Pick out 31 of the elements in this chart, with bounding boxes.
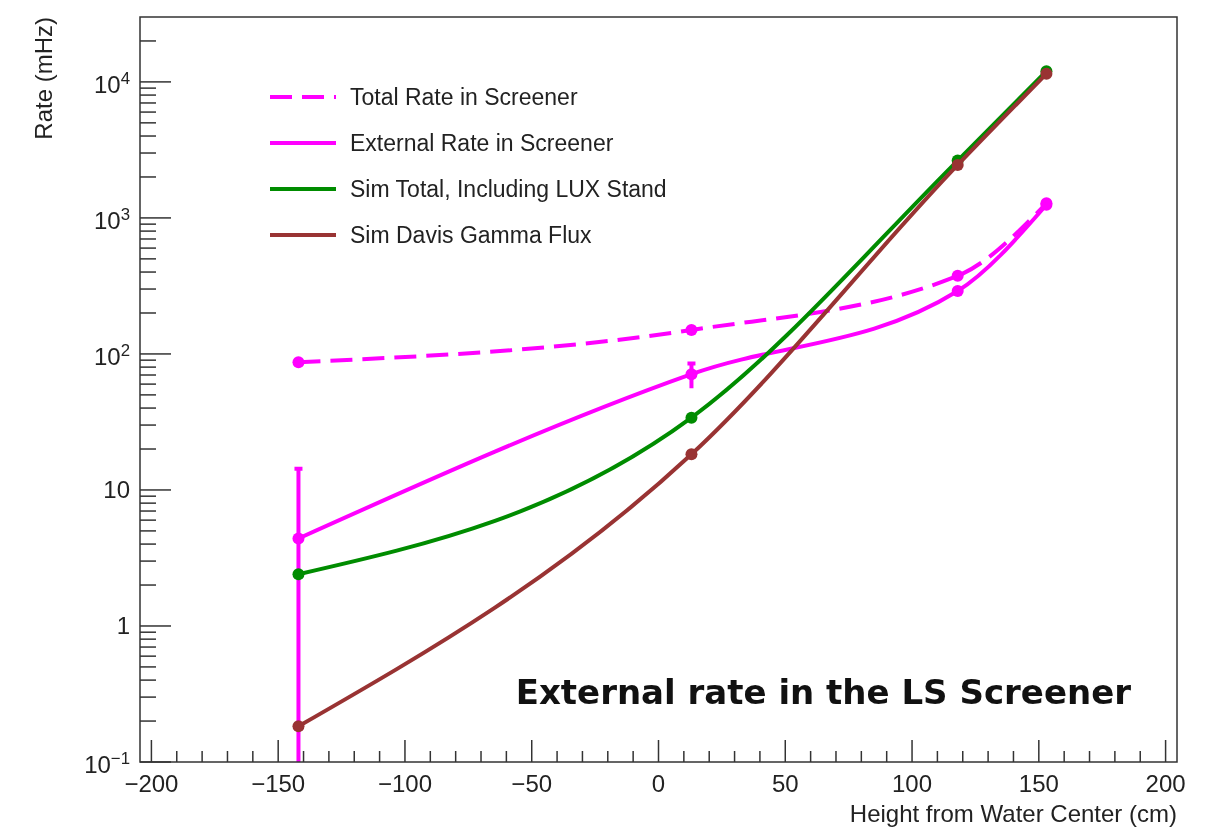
annotation: External rate in the LS Screener	[515, 672, 1132, 712]
legend-label: Sim Total, Including LUX Stand	[350, 176, 667, 202]
point	[951, 285, 964, 298]
x-tick-label: −50	[511, 770, 553, 797]
x-tick-label: 150	[1018, 770, 1059, 797]
y-axis-title: Rate (mHz)	[30, 17, 57, 140]
x-tick-label: 200	[1145, 770, 1186, 797]
y-tick-label: 10$^{4}$	[93, 68, 130, 99]
point	[951, 269, 964, 282]
x-tick-label: −100	[377, 770, 432, 797]
x-axis-title: Height from Water Center (cm)	[849, 800, 1177, 827]
legend-label: Total Rate in Screener	[350, 84, 578, 110]
point	[951, 158, 964, 171]
point	[292, 720, 305, 733]
legend-label: External Rate in Screener	[350, 130, 614, 156]
y-tick-label: 10	[103, 476, 130, 504]
y-tick-label: 10$^{3}$	[93, 204, 130, 235]
x-tick-label: 50	[771, 770, 799, 797]
legend-label: Sim Davis Gamma Flux	[350, 222, 593, 248]
point	[292, 356, 305, 369]
point	[685, 368, 698, 381]
y-tick-label: 10$^{2}$	[93, 340, 130, 371]
point	[685, 411, 698, 424]
x-tick-label: 100	[892, 770, 933, 797]
point	[292, 532, 305, 545]
point	[292, 568, 305, 581]
x-tick-label: 0	[651, 770, 666, 797]
y-tick-label: 1	[116, 612, 130, 640]
point	[685, 448, 698, 461]
point	[685, 323, 698, 336]
x-tick-label: −150	[251, 770, 306, 797]
